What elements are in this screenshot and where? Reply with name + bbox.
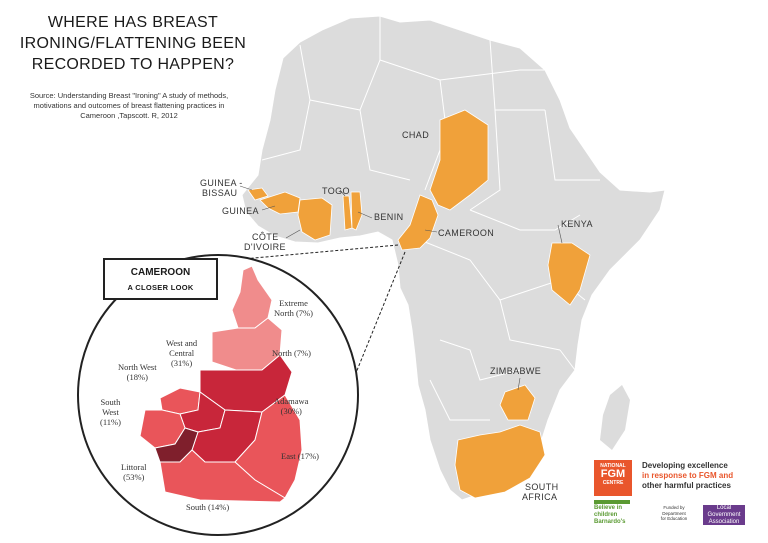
littoral-pct: (53%)	[123, 472, 145, 482]
label-zimbabwe: ZIMBABWE	[490, 366, 542, 376]
dfe-line-3: for Education	[660, 516, 688, 521]
badge-line-1: NATIONAL	[600, 463, 626, 469]
label-south-west: South West (11%)	[100, 397, 121, 427]
adamawa-pct: (30%)	[280, 406, 302, 416]
label-west-central: West and Central (31%)	[166, 338, 197, 368]
cameroon-callout: CAMEROON A CLOSER LOOK	[103, 258, 218, 300]
country-chad	[429, 109, 489, 211]
barnardos-line-2: children	[594, 512, 618, 518]
region-north	[211, 317, 283, 371]
title-line-2: IRONING/FLATTENING BEEN	[19, 35, 247, 52]
madagascar	[600, 385, 630, 450]
tagline-line-2: in response to FGM and	[642, 471, 734, 480]
country-guinea-bissau	[247, 187, 269, 201]
divider-bar	[594, 500, 630, 504]
label-guinea-bissau-1: GUINEA -	[200, 178, 243, 188]
extreme-north-name: Extreme	[279, 298, 308, 308]
label-kenya: KENYA	[561, 219, 593, 229]
label-guinea-bissau-2: BISSAU	[202, 188, 238, 198]
tagline-line-1: Developing excellence	[642, 461, 728, 470]
south-west-pct: (11%)	[100, 417, 121, 427]
tagline: Developing excellence in response to FGM…	[642, 461, 762, 491]
country-south-africa	[454, 424, 546, 499]
callout-subtitle: A CLOSER LOOK	[127, 283, 194, 292]
west-central-name: West and	[166, 338, 198, 348]
label-cote-divoire-1: CÔTE	[252, 232, 279, 242]
source-line-2: motivations and outcomes of breast flatt…	[33, 101, 225, 110]
barnardos-line-3: Barnardo's	[594, 519, 626, 525]
label-togo: TOGO	[322, 186, 350, 196]
country-kenya	[547, 242, 591, 306]
source-line-3: Cameroon ,Tapscott. R, 2012	[80, 111, 178, 120]
country-zimbabwe	[499, 384, 536, 421]
lga-line-2: Government	[707, 512, 741, 518]
adamawa-name: Adamawa	[274, 396, 309, 406]
east-pct: (17%)	[297, 451, 320, 461]
country-cameroon	[397, 194, 439, 251]
title-line-1: WHERE HAS BREAST	[47, 14, 219, 31]
south-west-name: South	[100, 397, 121, 407]
label-chad: CHAD	[402, 130, 430, 140]
south-west-name2: West	[102, 407, 119, 417]
lga-line-1: Local	[716, 505, 732, 511]
label-south-africa-2: AFRICA	[522, 492, 558, 502]
north-west-name: North West	[118, 362, 157, 372]
east-name: East	[281, 451, 296, 461]
lga-line-3: Association	[708, 519, 740, 525]
north-name: North	[272, 348, 292, 358]
page-title: WHERE HAS BREAST IRONING/FLATTENING BEEN…	[8, 12, 258, 75]
label-leaders	[239, 185, 563, 391]
tagline-line-3: other harmful practices	[642, 481, 731, 490]
logo-block: NATIONAL FGM CENTRE Developing excellenc…	[592, 455, 762, 535]
barnardos-line-1: Believe in	[594, 505, 623, 511]
label-cote-divoire-2: D'IVOIRE	[244, 242, 286, 252]
label-adamawa: Adamawa (30%)	[274, 396, 308, 416]
north-west-pct: (18%)	[126, 372, 148, 382]
callout-title: CAMEROON	[130, 267, 191, 278]
label-south: South (14%)	[186, 502, 229, 512]
label-north-west: North West (18%)	[118, 362, 157, 382]
badge-line-2: FGM	[600, 468, 626, 480]
label-north: North (7%)	[272, 348, 311, 358]
barnardos-logo: Believe in children Barnardo's	[594, 505, 649, 526]
label-benin: BENIN	[374, 212, 404, 222]
title-line-3: RECORDED TO HAPPEN?	[31, 56, 235, 73]
country-cote-divoire	[297, 197, 333, 241]
cameroon-regions	[139, 265, 303, 503]
label-cameroon: CAMEROON	[438, 228, 495, 238]
lga-logo: Local Government Association	[703, 505, 745, 525]
north-pct: (7%)	[293, 348, 311, 358]
dfe-logo: Funded by Department for Education	[654, 505, 694, 522]
source-line-1: Source: Understanding Breast "Ironing" A…	[29, 91, 229, 100]
dfe-line-1: Funded by	[663, 505, 685, 510]
west-central-name2: Central	[169, 348, 195, 358]
region-east	[234, 394, 303, 499]
dfe-line-2: Department	[662, 510, 686, 516]
label-guinea: GUINEA	[222, 206, 259, 216]
highlighted-countries	[247, 109, 591, 499]
extreme-north-name2: North	[274, 308, 294, 318]
country-benin	[350, 191, 363, 231]
label-east: East (17%)	[281, 451, 319, 461]
south-name: South	[186, 502, 206, 512]
extreme-north-pct: (7%)	[295, 308, 313, 318]
label-littoral: Littoral (53%)	[121, 462, 147, 482]
label-south-africa-1: SOUTH	[525, 482, 559, 492]
littoral-name: Littoral	[121, 462, 147, 472]
label-extreme-north: Extreme North (7%)	[274, 298, 313, 318]
badge-line-3: CENTRE	[602, 480, 624, 486]
south-pct: (14%)	[207, 502, 230, 512]
region-south	[159, 449, 286, 503]
source-citation: Source: Understanding Breast "Ironing" A…	[18, 91, 240, 121]
west-central-pct: (31%)	[170, 358, 193, 368]
fgm-centre-logo: NATIONAL FGM CENTRE	[594, 460, 632, 496]
